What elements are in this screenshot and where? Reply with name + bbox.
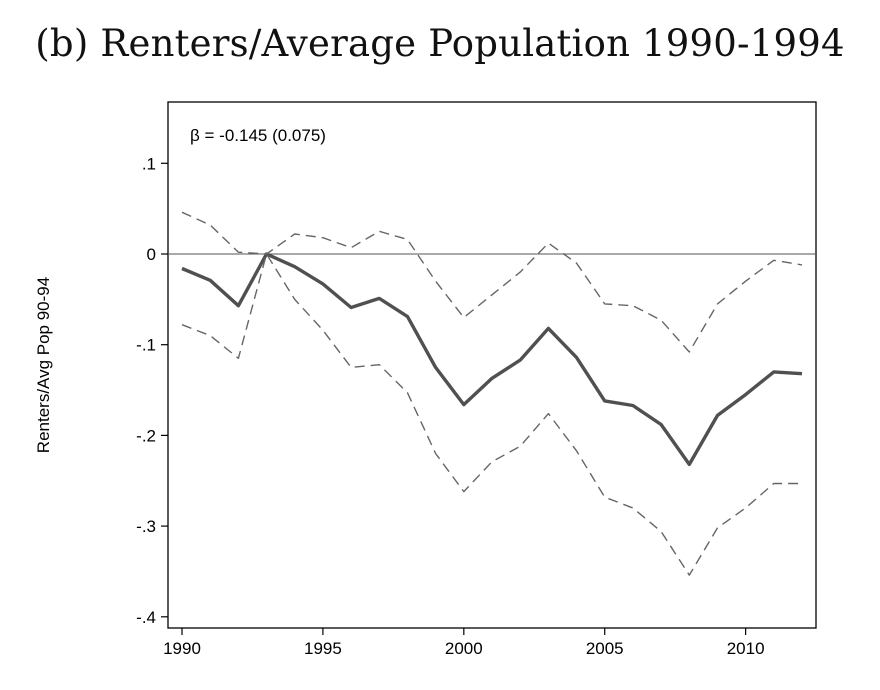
lower-ci-line [181, 253, 802, 576]
y-tick-label: -.2 [136, 426, 156, 445]
y-tick-label: -.3 [136, 517, 156, 536]
x-tick-label: 2000 [445, 639, 483, 658]
chart-marks: .1 0 -.1 -.2 -.3 -.4 1990 1995 2000 2005 2010 [136, 154, 816, 658]
plot-frame [167, 101, 817, 629]
chart-title: (b) Renters/Average Population 1990-1994 [35, 22, 845, 65]
y-axis-label: Renters/Avg Pop 90-94 [34, 277, 53, 453]
y-tick-label: -.1 [136, 336, 156, 355]
beta-annotation: β = -0.145 (0.075) [190, 126, 326, 145]
y-tick-label: -.4 [136, 608, 156, 627]
upper-ci-line [181, 211, 803, 353]
y-tick-label: .1 [142, 154, 156, 173]
y-tick-label: 0 [147, 245, 156, 264]
x-tick-label: 2005 [586, 639, 624, 658]
x-tick-label: 1990 [163, 639, 201, 658]
x-tick-label: 2010 [727, 639, 765, 658]
x-tick-label: 1995 [304, 639, 342, 658]
estimate-line [181, 252, 803, 467]
